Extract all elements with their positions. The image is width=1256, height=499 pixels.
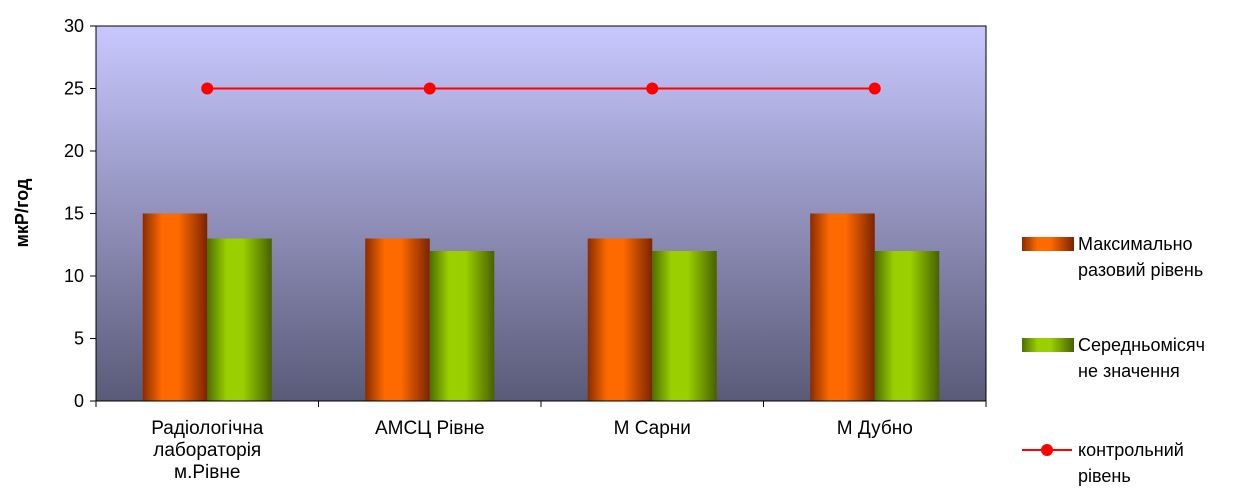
bar-monthly-average bbox=[652, 251, 717, 401]
y-tick-label: 10 bbox=[64, 266, 84, 286]
legend-label: контрольний рівень bbox=[1078, 440, 1184, 486]
y-tick-label: 30 bbox=[64, 16, 84, 36]
bar-monthly-average bbox=[207, 238, 272, 401]
control-level-line-group bbox=[201, 82, 881, 95]
category-label: АМСЦ Рівне bbox=[375, 418, 485, 439]
bar-max-single-level bbox=[142, 213, 208, 401]
y-ticks-group: 0 5 10 15 20 25 30 bbox=[64, 16, 96, 411]
y-tick-label: 0 bbox=[74, 391, 84, 411]
y-tick-label: 5 bbox=[74, 329, 84, 349]
category-label: М Сарни bbox=[614, 418, 691, 439]
category-label: М Дубно bbox=[837, 418, 913, 439]
legend-label: Середньомісяч не значення bbox=[1078, 335, 1205, 381]
control-level-point bbox=[646, 82, 659, 95]
control-level-point bbox=[868, 82, 881, 95]
category-label: Радіологічна лабораторія м.Рівне bbox=[151, 418, 263, 483]
bar-monthly-average bbox=[429, 251, 495, 401]
legend: Максимально разовий рівень Середньомісяч не… bbox=[1022, 234, 1205, 486]
control-level-point bbox=[201, 82, 214, 95]
y-axis-label: мкР/год bbox=[12, 178, 32, 247]
bar-max-single-level bbox=[810, 213, 875, 401]
y-tick-label: 20 bbox=[64, 141, 84, 161]
legend-swatch-monthly-average bbox=[1022, 338, 1074, 352]
bar-max-single-level bbox=[365, 238, 430, 401]
legend-label: Максимально разовий рівень bbox=[1078, 234, 1203, 280]
bar-monthly-average bbox=[874, 251, 940, 401]
x-ticks-group: Радіологічна лабораторія м.Рівне АМСЦ Рівне… bbox=[95, 401, 987, 483]
legend-swatch-max-single-level bbox=[1022, 237, 1074, 251]
bar-max-single-level bbox=[587, 238, 653, 401]
y-tick-label: 25 bbox=[64, 79, 84, 99]
bars-group bbox=[142, 213, 940, 401]
control-level-point bbox=[423, 82, 436, 95]
y-tick-label: 15 bbox=[64, 204, 84, 224]
legend-swatch-control-level-marker bbox=[1041, 444, 1053, 456]
